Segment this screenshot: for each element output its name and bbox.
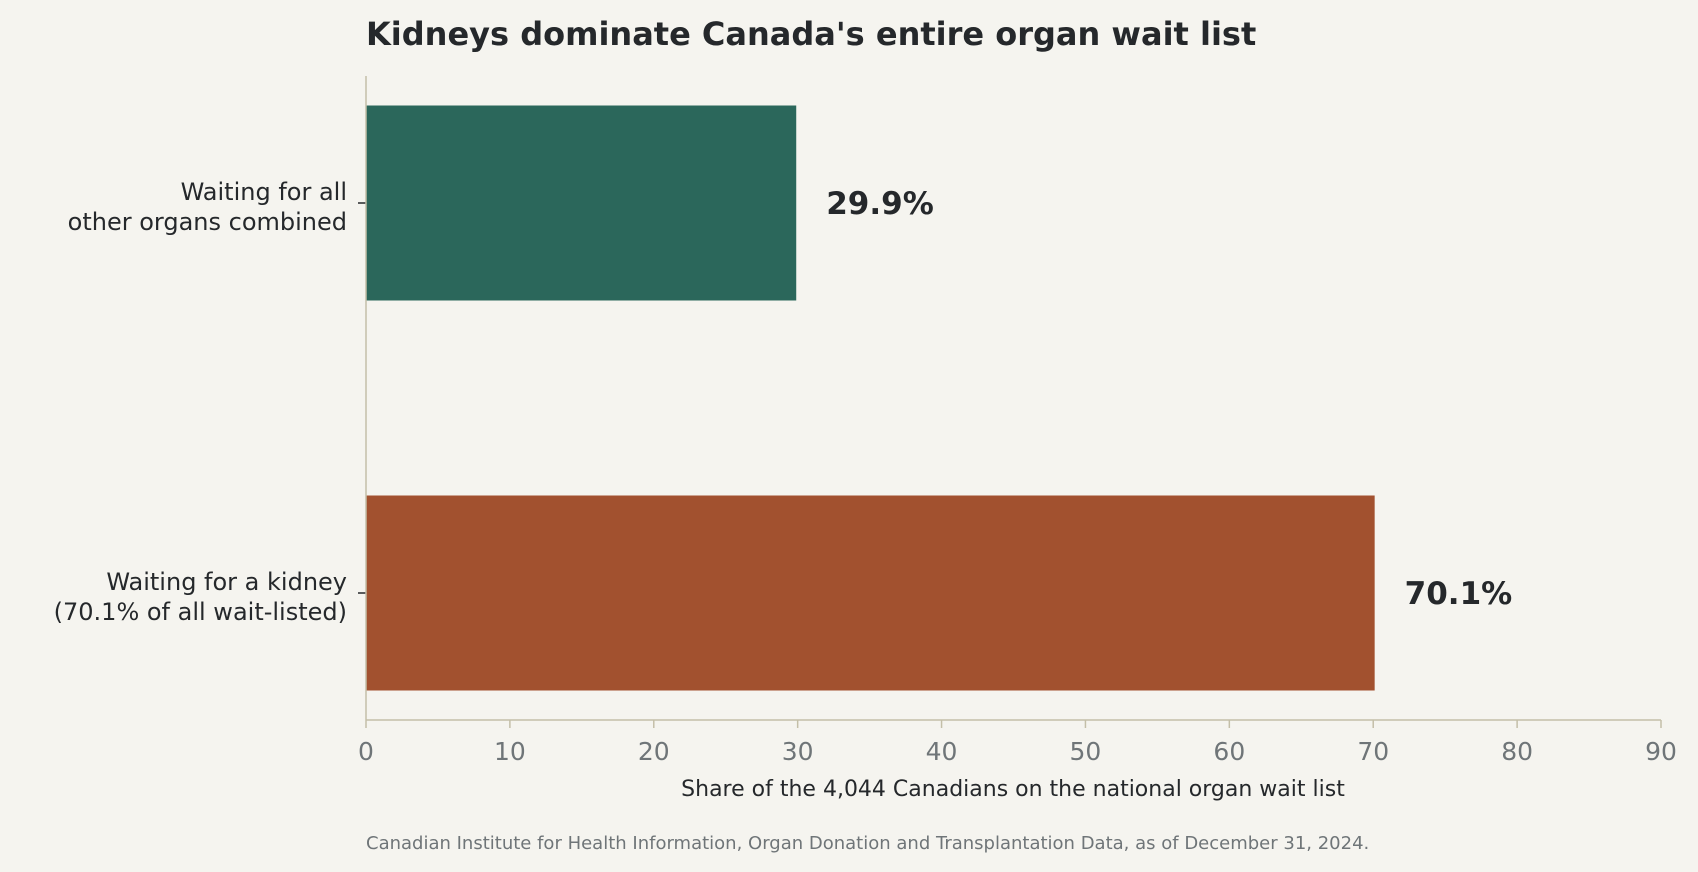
x-tick-label-8: 80 xyxy=(1501,737,1533,766)
category-label-line: Waiting for all xyxy=(181,178,347,206)
x-tick-label-7: 70 xyxy=(1357,737,1389,766)
category-label-line: other organs combined xyxy=(68,208,347,236)
x-tick-label-2: 20 xyxy=(638,737,670,766)
x-tick-label-5: 50 xyxy=(1070,737,1102,766)
x-tick-label-6: 60 xyxy=(1213,737,1245,766)
source-note: Canadian Institute for Health Informatio… xyxy=(366,833,1369,854)
bar-1 xyxy=(366,495,1375,691)
x-tick-label-3: 30 xyxy=(782,737,814,766)
x-tick-label-1: 10 xyxy=(494,737,526,766)
bar-0 xyxy=(366,105,797,301)
value-label-1: 70.1% xyxy=(1405,576,1513,612)
plot-area: 29.9% Waiting for all other organs combine… xyxy=(54,76,1677,766)
x-tick-label-4: 40 xyxy=(926,737,958,766)
chart-title: Kidneys dominate Canada's entire organ w… xyxy=(366,15,1256,53)
category-label-1: Waiting for a kidney (70.1% of all wait-l… xyxy=(54,568,347,626)
category-label-0: Waiting for all other organs combined xyxy=(68,178,347,236)
x-tick-label-9: 90 xyxy=(1645,737,1677,766)
x-axis-label: Share of the 4,044 Canadians on the nati… xyxy=(681,777,1345,802)
category-label-line: Waiting for a kidney xyxy=(106,568,347,596)
value-label-0: 29.9% xyxy=(826,186,934,222)
x-tick-label-0: 0 xyxy=(358,737,374,766)
category-label-line: (70.1% of all wait-listed) xyxy=(54,598,347,626)
